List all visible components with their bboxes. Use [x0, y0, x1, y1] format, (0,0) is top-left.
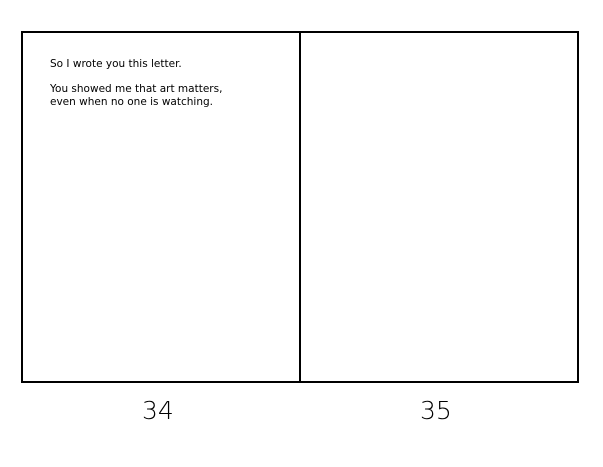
paragraph: So I wrote you this letter. [50, 58, 182, 70]
page-left: So I wrote you this letter. You showed m… [23, 33, 301, 381]
text-line: even when no one is watching. [50, 96, 213, 108]
book-spread: So I wrote you this letter. You showed m… [21, 31, 579, 383]
text-line: You showed me that art matters, [50, 83, 223, 95]
page-number-left: 34 [142, 396, 174, 425]
paragraph: You showed me that art matters, even when… [50, 83, 222, 109]
page-number-right: 35 [420, 396, 452, 425]
page-right [301, 33, 577, 381]
page-text: So I wrote you this letter. You showed m… [50, 58, 222, 121]
